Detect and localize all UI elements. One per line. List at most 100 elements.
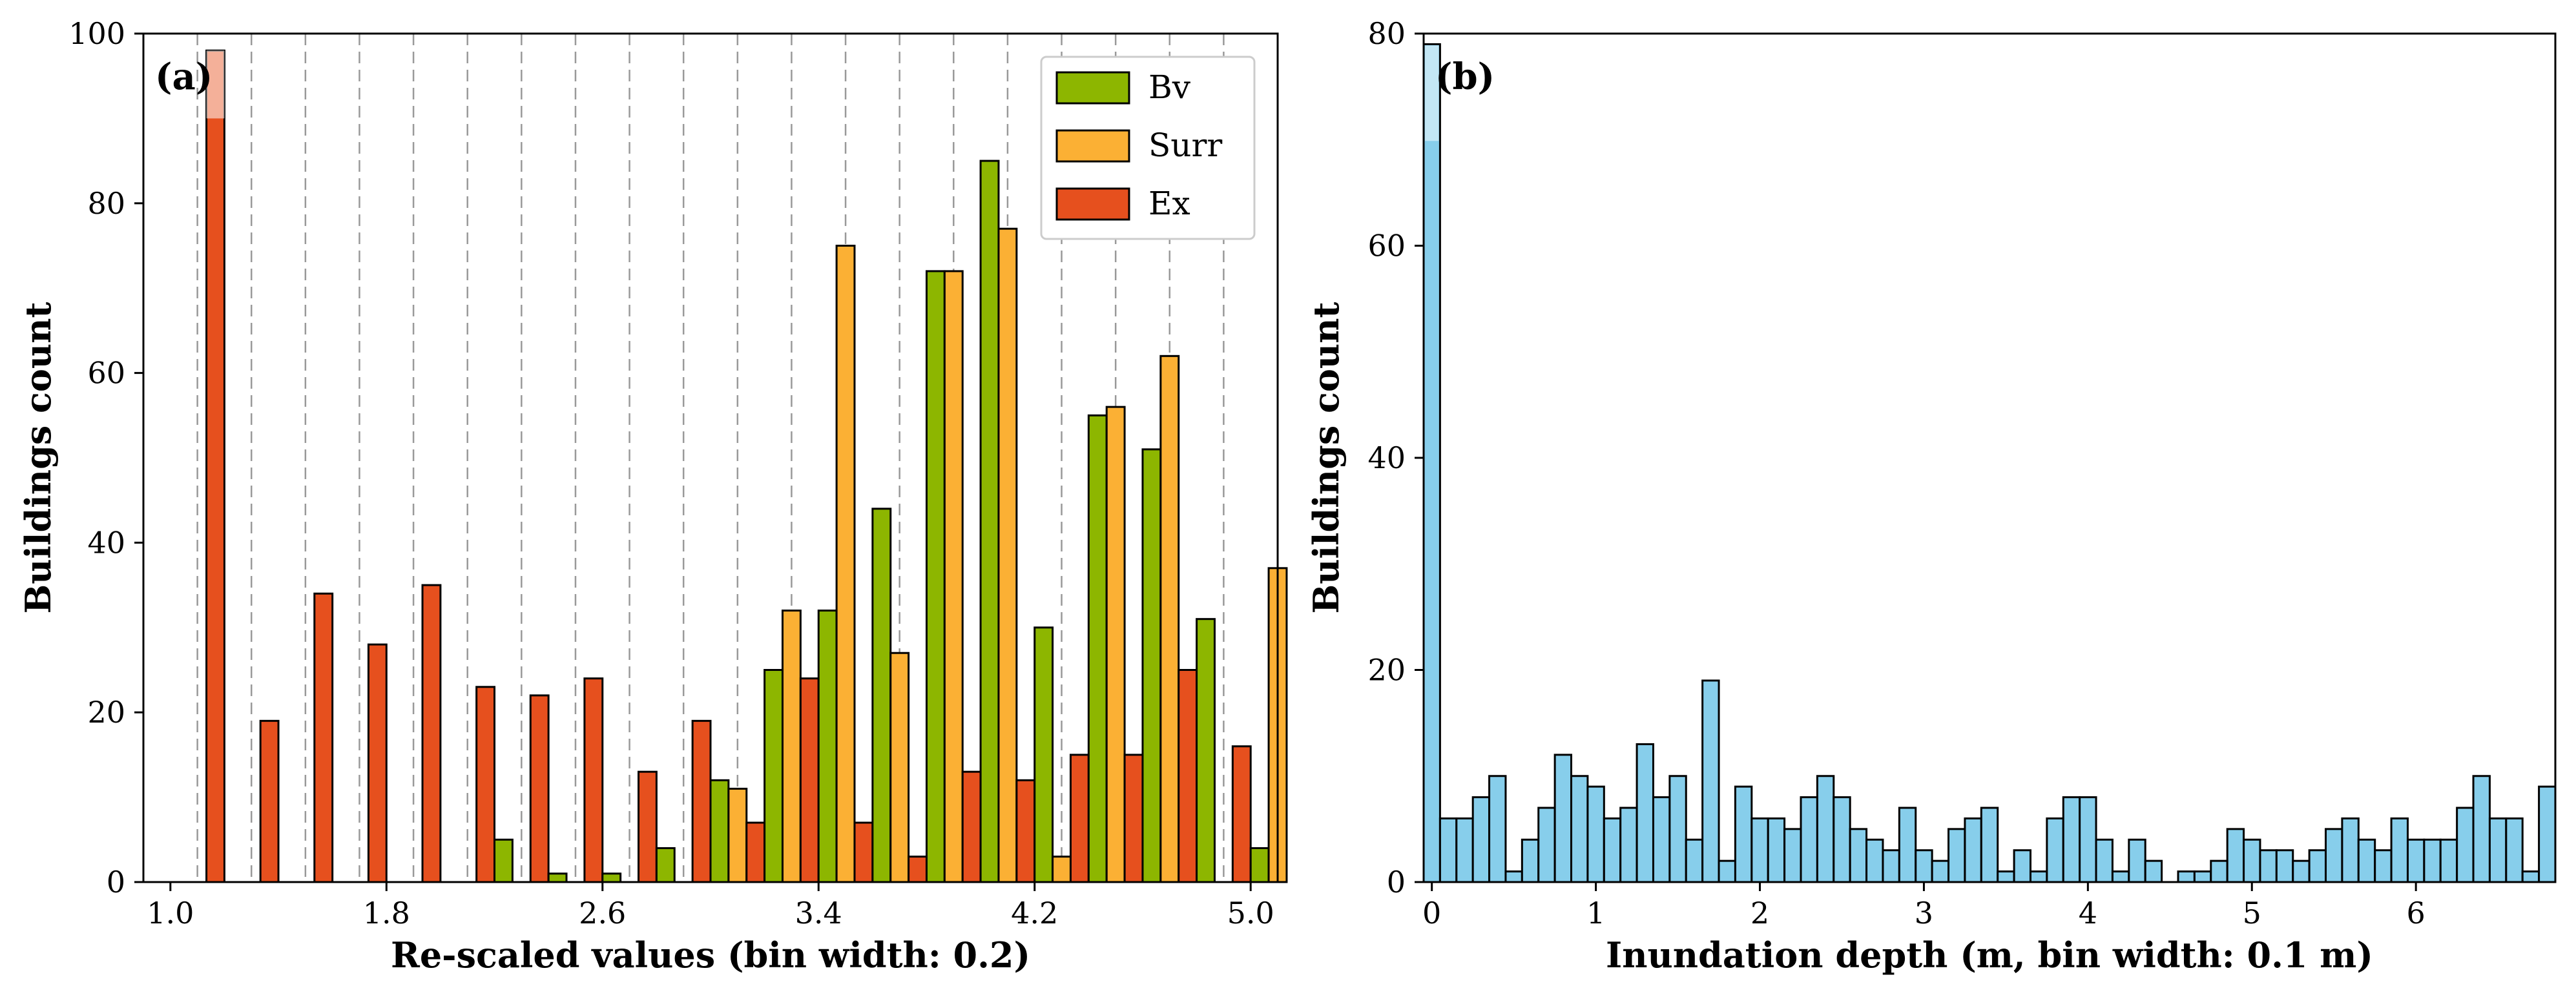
histogram-bar bbox=[1553, 754, 1573, 883]
histogram-bar bbox=[1948, 828, 1966, 883]
bar-bv bbox=[547, 872, 568, 883]
x-tick-label: 1.8 bbox=[363, 896, 410, 930]
plot-frame-b bbox=[1422, 32, 2557, 883]
histogram-bar bbox=[2079, 796, 2097, 883]
histogram-bar bbox=[2210, 859, 2228, 883]
chart-panel-a: 1.0 1.8 2.6 3.4 4.2 5.0 0 20 40 60 80 100 (a) Re-s… bbox=[17, 16, 1288, 976]
histogram-bar bbox=[2472, 775, 2491, 883]
histogram-bar bbox=[1455, 817, 1474, 883]
histogram-bar bbox=[1997, 870, 2015, 883]
histogram-bar bbox=[1439, 817, 1458, 883]
histogram-bar bbox=[1521, 838, 1540, 883]
bar-bv bbox=[601, 872, 622, 883]
histogram-bar bbox=[2456, 807, 2475, 883]
histogram-bar bbox=[1964, 817, 1982, 883]
bar-ex bbox=[421, 584, 442, 883]
bars-a bbox=[205, 49, 1288, 883]
y-tick-label: 20 bbox=[87, 695, 125, 730]
x-tick-label: 4.2 bbox=[1011, 896, 1058, 930]
y-axis-ticks-b: 0 20 40 60 80 bbox=[1367, 16, 1424, 899]
bar-ex bbox=[367, 643, 388, 883]
histogram-bar bbox=[2406, 838, 2425, 883]
bar-bv bbox=[1034, 626, 1054, 883]
legend-a: Bv Surr Ex bbox=[1040, 56, 1256, 240]
histogram-bar bbox=[2390, 817, 2409, 883]
y-tick-label: 20 bbox=[1367, 653, 1406, 688]
histogram-bar bbox=[1636, 743, 1654, 883]
histogram-bar bbox=[1685, 838, 1704, 883]
bar-surr bbox=[727, 787, 748, 883]
histogram-bar bbox=[2374, 849, 2393, 883]
histogram-bar bbox=[2439, 838, 2458, 883]
legend-swatch-bv bbox=[1055, 71, 1130, 105]
histogram-bar bbox=[1504, 870, 1523, 883]
histogram-bar bbox=[2046, 817, 2064, 883]
histogram-bar bbox=[2538, 785, 2557, 883]
y-tick-label: 80 bbox=[1367, 16, 1406, 51]
histogram-bar bbox=[2193, 870, 2212, 883]
y-tick-label: 60 bbox=[1367, 229, 1406, 263]
histogram-bar bbox=[2357, 838, 2376, 883]
bar-surr bbox=[1105, 406, 1126, 883]
histogram-bar bbox=[2308, 849, 2327, 883]
bar-surr bbox=[1052, 856, 1072, 883]
histogram-bar bbox=[2013, 849, 2031, 883]
bar-bv bbox=[763, 669, 784, 883]
histogram-bar bbox=[1849, 828, 1868, 883]
panel-label-a: (a) bbox=[155, 56, 213, 98]
bar-surr bbox=[835, 245, 856, 883]
histogram-bar bbox=[1931, 859, 1950, 883]
bar-ex bbox=[853, 821, 874, 883]
bar-ex bbox=[799, 677, 820, 883]
histogram-bar bbox=[2325, 828, 2343, 883]
histogram-bar bbox=[1652, 796, 1671, 883]
bar-surr bbox=[943, 270, 964, 883]
histogram-bar bbox=[1767, 817, 1786, 883]
histogram-bar bbox=[1619, 807, 1638, 883]
x-tick-label: 1.0 bbox=[147, 896, 194, 930]
bar-highlight bbox=[206, 50, 225, 119]
histogram-bar bbox=[1422, 43, 1441, 883]
histogram-bar bbox=[1783, 828, 1802, 883]
histogram-bar bbox=[1800, 796, 1818, 883]
histogram-bar bbox=[2128, 838, 2146, 883]
bar-ex bbox=[1123, 754, 1144, 883]
bars-b bbox=[1422, 43, 2557, 883]
histogram-bar bbox=[2095, 838, 2114, 883]
y-tick-label: 60 bbox=[87, 356, 125, 391]
histogram-bar bbox=[2488, 817, 2508, 883]
bar-ex bbox=[1069, 754, 1090, 883]
bar-ex bbox=[691, 719, 712, 883]
histogram-bar bbox=[1668, 775, 1687, 883]
histogram-bar bbox=[1471, 796, 1491, 883]
y-tick-label: 80 bbox=[87, 186, 125, 221]
y-tick-label: 40 bbox=[87, 525, 125, 560]
histogram-bar bbox=[2275, 849, 2294, 883]
bar-bv bbox=[493, 838, 514, 883]
bar-bv bbox=[1141, 448, 1162, 883]
histogram-bar bbox=[2341, 817, 2360, 883]
legend-swatch-ex bbox=[1055, 187, 1130, 221]
plot-frame-a bbox=[142, 32, 1279, 883]
y-axis-ticks-a: 0 20 40 60 80 100 bbox=[68, 16, 143, 899]
histogram-bar bbox=[1570, 775, 1589, 883]
bar-bv bbox=[871, 508, 892, 883]
legend-swatch-surr bbox=[1055, 129, 1130, 163]
histogram-bar bbox=[2521, 870, 2540, 883]
x-tick-label: 3 bbox=[1915, 896, 1933, 930]
histogram-bar bbox=[1701, 679, 1720, 883]
bar-bv bbox=[655, 847, 676, 883]
histogram-bar bbox=[2423, 838, 2442, 883]
legend-label-bv: Bv bbox=[1148, 68, 1191, 106]
histogram-bar bbox=[1734, 785, 1753, 883]
y-axis-label-b: Buildings count bbox=[1305, 302, 1347, 614]
bar-ex bbox=[259, 719, 280, 883]
histogram-bar bbox=[2177, 870, 2196, 883]
bar-ex bbox=[529, 694, 550, 883]
bar-surr bbox=[889, 652, 910, 883]
panel-label-b: (b) bbox=[1435, 56, 1495, 98]
histogram-bar bbox=[1537, 807, 1556, 883]
bar-ex bbox=[745, 821, 766, 883]
bar-bv bbox=[925, 270, 946, 883]
